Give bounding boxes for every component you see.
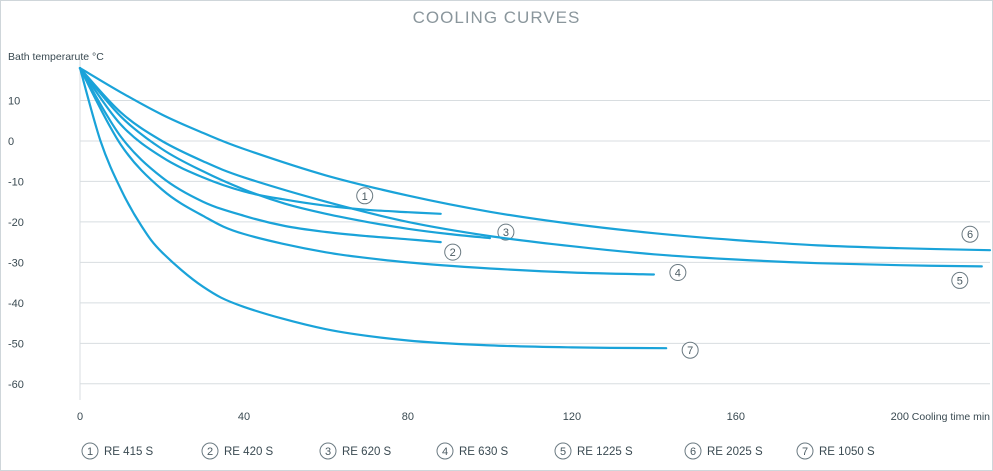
y-tick-label: 0 xyxy=(8,136,14,148)
legend-number-3: 3 xyxy=(325,446,331,458)
x-tick-label: 0 xyxy=(77,411,83,423)
y-tick-label: -50 xyxy=(8,338,24,350)
x-tick-label: 40 xyxy=(238,411,250,423)
series-marker-circle-3 xyxy=(497,223,515,241)
legend-marker-5 xyxy=(554,442,572,460)
series-marker-circle-4 xyxy=(669,264,687,282)
x-tick-label: 80 xyxy=(402,411,414,423)
series-line-3 xyxy=(78,67,491,240)
legend-marker-3 xyxy=(319,442,337,460)
y-tick-label: -60 xyxy=(8,379,24,391)
legend-label-7: RE 1050 S xyxy=(819,446,875,458)
series-marker-circle-2 xyxy=(444,243,462,261)
legend-marker-1 xyxy=(81,442,99,460)
x-tick-label: 160 xyxy=(727,411,745,423)
legend-marker-6 xyxy=(684,442,702,460)
legend-marker-7 xyxy=(796,442,814,460)
legend-number-1: 1 xyxy=(87,446,93,458)
legend-label-5: RE 1225 S xyxy=(577,446,633,458)
legend-label-4: RE 630 S xyxy=(459,446,509,458)
y-tick-label: -20 xyxy=(8,217,24,229)
series-line-7 xyxy=(78,67,668,350)
series-line-4 xyxy=(78,67,655,276)
legend-label-6: RE 2025 S xyxy=(707,446,763,458)
y-tick-label: 10 xyxy=(8,95,20,107)
series-marker-number-3: 3 xyxy=(503,227,509,239)
legend-marker-2 xyxy=(201,442,219,460)
y-axis-label: Bath temperarute °C xyxy=(8,51,104,63)
legend-number-4: 4 xyxy=(442,446,448,458)
y-tick-label: -10 xyxy=(8,176,24,188)
series-marker-number-2: 2 xyxy=(450,247,456,259)
legend-label-3: RE 620 S xyxy=(342,446,392,458)
series-marker-circle-5 xyxy=(951,271,969,289)
chart-title: COOLING CURVES xyxy=(412,8,581,27)
series-marker-number-1: 1 xyxy=(362,191,368,203)
legend-number-5: 5 xyxy=(560,446,566,458)
legend-number-2: 2 xyxy=(207,446,213,458)
series-line-2 xyxy=(78,67,442,244)
legend-number-7: 7 xyxy=(802,446,808,458)
series-marker-circle-6 xyxy=(961,225,979,243)
legend-label-1: RE 415 S xyxy=(104,446,154,458)
series-marker-number-6: 6 xyxy=(967,229,973,241)
legend-label-2: RE 420 S xyxy=(224,446,274,458)
series-marker-circle-1 xyxy=(356,187,374,205)
x-axis-label: Cooling time min xyxy=(912,411,990,423)
y-tick-label: -40 xyxy=(8,298,24,310)
legend-number-6: 6 xyxy=(690,446,696,458)
series-marker-number-7: 7 xyxy=(687,345,693,357)
x-tick-label: 120 xyxy=(563,411,581,423)
series-marker-circle-7 xyxy=(681,341,699,359)
y-tick-label: -30 xyxy=(8,257,24,269)
series-line-6 xyxy=(78,67,992,252)
x-tick-label: 200 xyxy=(891,411,909,423)
series-marker-number-4: 4 xyxy=(675,268,681,280)
series-marker-number-5: 5 xyxy=(957,275,963,287)
series-line-5 xyxy=(78,67,983,268)
legend-marker-4 xyxy=(436,442,454,460)
